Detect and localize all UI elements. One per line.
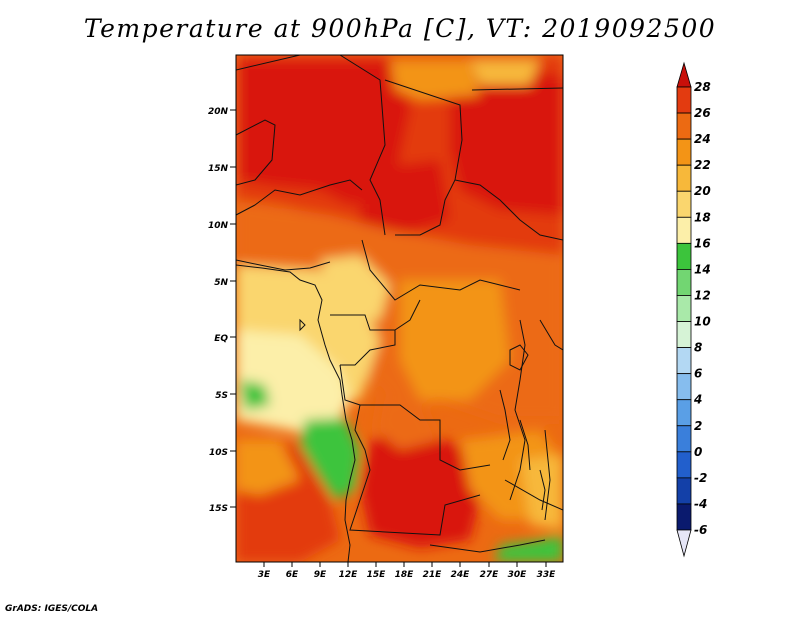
colorbar-label: 6	[694, 367, 702, 381]
credit-text: GrADS: IGES/COLA	[5, 604, 99, 614]
lon-tick-label: 18E	[395, 570, 415, 580]
colorbar-segment	[676, 425, 692, 453]
colorbar-label: 14	[694, 262, 711, 276]
temperature-field	[236, 55, 563, 562]
country-borders	[236, 55, 563, 562]
lat-tick-label: EQ	[214, 334, 228, 344]
lat-tick-label: 5S	[215, 391, 228, 401]
longitude-axis: 3E 6E 9E 12E 15E 18E 21E 24E 27E 30E 33E	[258, 562, 556, 580]
colorbar-label: 16	[694, 236, 711, 250]
latitude-axis: 20N 15N 10N 5N EQ 5S 10S 15S	[208, 107, 236, 514]
colorbar-segment	[676, 164, 692, 192]
lon-tick-label: 27E	[480, 570, 500, 580]
colorbar-label: -2	[694, 471, 707, 485]
lon-tick-label: 30E	[508, 570, 528, 580]
colorbar-label: 24	[694, 132, 711, 146]
lon-tick-label: 3E	[258, 570, 271, 580]
colorbar-bottom-arrow	[676, 529, 692, 558]
colorbar-segment	[676, 321, 692, 348]
lat-tick-label: 15N	[208, 164, 229, 174]
colorbar-segment	[676, 347, 692, 375]
colorbar-segment	[676, 190, 692, 218]
colorbar-segment	[676, 399, 692, 427]
lat-tick-label: 20N	[208, 107, 229, 117]
lon-tick-label: 6E	[286, 570, 299, 580]
colorbar-segment	[676, 138, 692, 166]
lat-tick-label: 10S	[209, 448, 228, 458]
colorbar-segment	[676, 216, 692, 244]
map-frame	[235, 54, 564, 563]
colorbar-label: 0	[694, 445, 702, 459]
lon-tick-label: 33E	[537, 570, 557, 580]
colorbar-label: 20	[694, 184, 711, 198]
lon-tick-label: 15E	[367, 570, 387, 580]
colorbar-segment	[676, 477, 692, 505]
plot-title: Temperature at 900hPa [C], VT: 201909250…	[83, 14, 717, 43]
lon-tick-label: 24E	[451, 570, 471, 580]
colorbar-label: 10	[694, 315, 711, 329]
colorbar-label: 18	[694, 210, 711, 224]
lat-tick-label: 5N	[214, 278, 228, 288]
colorbar-label: 8	[694, 341, 702, 355]
colorbar-label: 4	[693, 393, 702, 407]
colorbar-label: 22	[694, 158, 711, 172]
lat-tick-label: 10N	[208, 221, 229, 231]
lon-tick-label: 12E	[339, 570, 359, 580]
colorbar-label: 2	[694, 419, 702, 433]
colorbar-segment	[676, 112, 692, 140]
colorbar-segment	[676, 269, 692, 296]
colorbar-segment	[676, 86, 692, 114]
colorbar-top-arrow	[676, 61, 692, 88]
lon-tick-label: 9E	[314, 570, 327, 580]
colorbar-segment	[676, 373, 692, 401]
colorbar-label: -6	[694, 523, 707, 537]
colorbar-label: -4	[694, 497, 707, 511]
colorbar-label: 28	[694, 80, 711, 94]
lat-tick-label: 15S	[209, 504, 228, 514]
lon-tick-label: 21E	[423, 570, 443, 580]
colorbar-label: 26	[694, 106, 711, 120]
colorbar-label: 12	[694, 288, 711, 302]
colorbar-segment	[676, 295, 692, 322]
colorbar-segment	[676, 451, 692, 479]
colorbar-segment	[676, 242, 692, 270]
colorbar-segment	[676, 503, 692, 531]
